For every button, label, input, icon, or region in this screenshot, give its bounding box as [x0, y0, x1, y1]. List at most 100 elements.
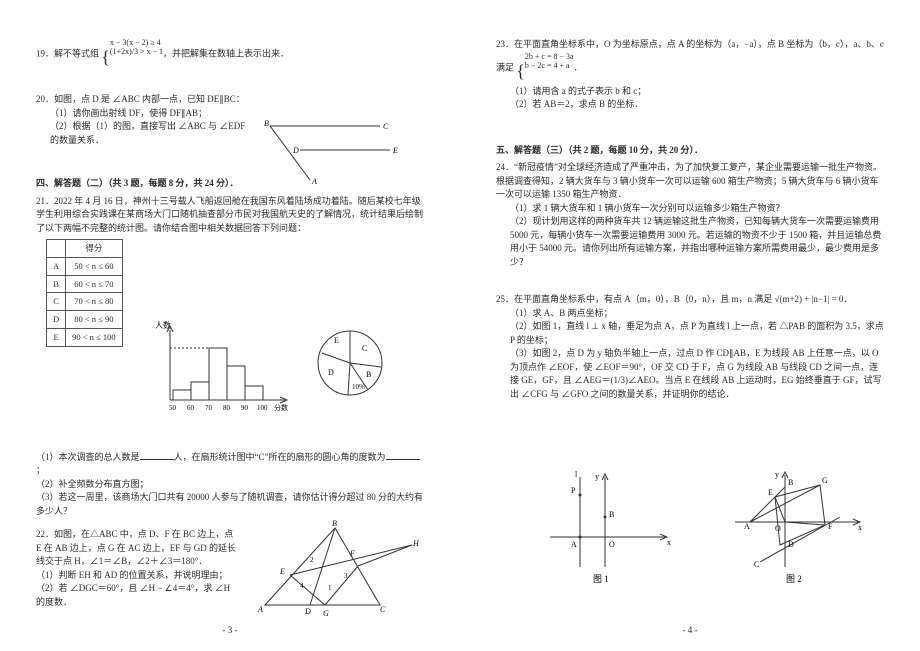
- q21-p3: （3）若这一周里，该商场大门口共有 20000 人参与了随机调查，请你估计得分超…: [36, 491, 424, 518]
- pie-D: D: [328, 368, 334, 377]
- q22-figure: B A C D E F G H 2 1 3 4: [250, 520, 420, 625]
- q23-sys-bot: b − 2c = 4 + a: [525, 61, 570, 70]
- question-23: 23．在平面直角坐标系中，O 为坐标原点，点 A 的坐标为（a，−a），点 B …: [496, 38, 884, 112]
- q22-num: 22．: [36, 529, 54, 539]
- lbl-G: G: [323, 609, 329, 618]
- q25-stem: 在平面直角坐标系中，有点 A（m，0），B（0，n），且 m，n 满足 √(m+…: [514, 294, 852, 304]
- q19-num: 19．: [36, 49, 54, 59]
- lbl-O2: O: [775, 524, 781, 533]
- q19-brace: {x − 3(x − 2) ≥ 4(1+2x)/3 > x − 1: [101, 38, 163, 71]
- lbl-D: D: [304, 607, 311, 616]
- q25-p3: （3）如图 2，点 D 为 y 轴负半轴上一点，过点 D 作 CD∥AB，E 为…: [496, 347, 884, 401]
- lbl-F: F: [349, 549, 355, 558]
- lbl-O: O: [609, 540, 615, 549]
- th-blank: [47, 240, 66, 258]
- pie-10: 10%: [352, 383, 365, 391]
- right-page-number: - 4 -: [683, 624, 698, 638]
- lbl-G2: G: [822, 476, 828, 485]
- lbl-A2: A: [744, 522, 750, 531]
- bar-C: [209, 348, 227, 400]
- td-D-range: 80 < n ≤ 90: [66, 311, 122, 329]
- lbl-B2: B: [788, 478, 793, 487]
- lbl-C: C: [380, 605, 386, 614]
- q25-figure-1: A B P O x y l 图 1: [545, 467, 675, 592]
- q22-p2: （2）若 ∠DGC＝60°，且 ∠H − ∠4＝4°，求 ∠H 的度数．: [36, 582, 241, 609]
- td-A: A: [47, 257, 66, 275]
- xt-100: 100: [257, 404, 268, 412]
- lbl-B: B: [332, 520, 337, 528]
- q21-num: 21．: [36, 196, 54, 206]
- question-24: 24．“新冠疫情”对全球经济造成了严重冲击，为了加快复工复产，某企业需要运输一批…: [496, 161, 884, 269]
- td-C-range: 70 < n ≤ 80: [66, 293, 122, 311]
- left-page: 19．解不等式组 {x − 3(x − 2) ≥ 4(1+2x)/3 > x −…: [0, 0, 460, 651]
- q19-sys-bot: (1+2x)/3 > x − 1: [110, 47, 163, 56]
- section-5-title: 五、解答题（三）（共 2 题，每题 10 分，共 20 分）．: [496, 144, 884, 158]
- td-B-range: 60 < n ≤ 70: [66, 275, 122, 293]
- label-A: A: [311, 177, 317, 186]
- pt-B: [604, 515, 607, 518]
- line-EF: [290, 575, 325, 605]
- q24-p2: （2）现计划用这样的两种货车共 12 辆运输这批生产物资，已知每辆大货车一次需要…: [496, 215, 884, 269]
- right-page: 23．在平面直角坐标系中，O 为坐标原点，点 A 的坐标为（a，−a），点 B …: [460, 0, 920, 651]
- pie-E: E: [334, 336, 339, 345]
- q25-p2: （2）如图 1，直线 l ⊥ x 轴，垂足为点 A，点 P 为直线 l 上一点，…: [496, 320, 884, 347]
- td-D: D: [47, 311, 66, 329]
- blank-2: [386, 451, 420, 460]
- label-D: D: [292, 146, 299, 155]
- label-C: C: [383, 122, 389, 131]
- q20-figure: B C D E A: [260, 118, 410, 193]
- td-E-range: 90 < n ≤ 100: [66, 328, 122, 346]
- q21-p1: （1）本次调查的总人数是人，在扇形统计图中“C”所在的扇形的圆心角的度数为；: [36, 451, 424, 478]
- fig1-caption: 图 1: [593, 574, 609, 584]
- bar-D: [227, 366, 245, 400]
- line-ba: [270, 126, 310, 180]
- lbl-y2: y: [775, 470, 779, 479]
- question-20: 20．如图，点 D 是 ∠ABC 内部一点，已知 DE∥BC： （1）请你画出射…: [36, 93, 251, 147]
- angle-3: 3: [344, 572, 348, 580]
- lbl-D2: D: [788, 540, 794, 549]
- td-E: E: [47, 328, 66, 346]
- question-22: 22．如图，在△ABC 中，点 D、F 在 BC 边上，点 E 在 AB 边上，…: [36, 528, 241, 609]
- question-19: 19．解不等式组 {x − 3(x − 2) ≥ 4(1+2x)/3 > x −…: [36, 38, 424, 71]
- pt-A: [579, 535, 582, 538]
- xlabel: 分数: [274, 403, 288, 412]
- q24-num: 24．: [496, 162, 514, 172]
- label-B: B: [264, 119, 269, 128]
- q21-p2: （2）补全频数分布直方图；: [36, 478, 424, 492]
- pie-C: C: [362, 344, 367, 353]
- fig2-caption: 图 2: [786, 574, 802, 584]
- q19-sys-top: x − 3(x − 2) ≥ 4: [110, 38, 161, 47]
- xt-50: 50: [169, 404, 177, 412]
- angle-1: 1: [328, 584, 332, 592]
- q22-stem: 如图，在△ABC 中，点 D、F 在 BC 边上，点 E 在 AB 边上，点 G…: [36, 529, 236, 566]
- q25-p1: （1）求 A、B 两点坐标；: [496, 307, 884, 321]
- lbl-C2: C: [754, 560, 759, 569]
- q20-num: 20．: [36, 94, 54, 104]
- xt-90: 90: [241, 404, 249, 412]
- q23-stem-b: ．: [574, 62, 583, 72]
- lbl-P: P: [571, 486, 576, 495]
- q23-num: 23．: [496, 39, 514, 49]
- line-GH: [358, 545, 412, 566]
- label-E: E: [392, 146, 398, 155]
- lbl-E2: E: [768, 488, 773, 497]
- q24-stem: “新冠疫情”对全球经济造成了严重冲击，为了加快复工复产，某企业需要运输一批生产物…: [496, 162, 882, 199]
- lbl-E: E: [279, 567, 285, 576]
- q19-stem-b: ，并把解集在数轴上表示出来．: [163, 49, 289, 59]
- lbl-F2: F: [828, 522, 833, 531]
- q23-p1: （1）请用含 a 的式子表示 b 和 c；: [496, 85, 884, 99]
- pt-P: [579, 493, 582, 496]
- angle-2: 2: [310, 556, 314, 564]
- td-B: B: [47, 275, 66, 293]
- q20-p1: （1）请你画出射线 DF，使得 DF∥AB；: [36, 107, 251, 121]
- lbl-y: y: [595, 472, 599, 481]
- blank-1: [140, 451, 174, 460]
- q21-bar-chart: 人数 50 60 70 80 90 100 分数: [155, 320, 295, 420]
- q23-brace: {2b + c = 8 − 3ab − 2c = 4 + a: [516, 52, 573, 85]
- xt-60: 60: [187, 404, 195, 412]
- lbl-H: H: [412, 539, 420, 548]
- lbl-A: A: [257, 605, 263, 614]
- question-25: 25．在平面直角坐标系中，有点 A（m，0），B（0，n），且 m，n 满足 √…: [496, 293, 884, 401]
- lbl-x: x: [667, 538, 671, 547]
- q20-stem: 如图，点 D 是 ∠ABC 内部一点，已知 DE∥BC：: [54, 94, 245, 104]
